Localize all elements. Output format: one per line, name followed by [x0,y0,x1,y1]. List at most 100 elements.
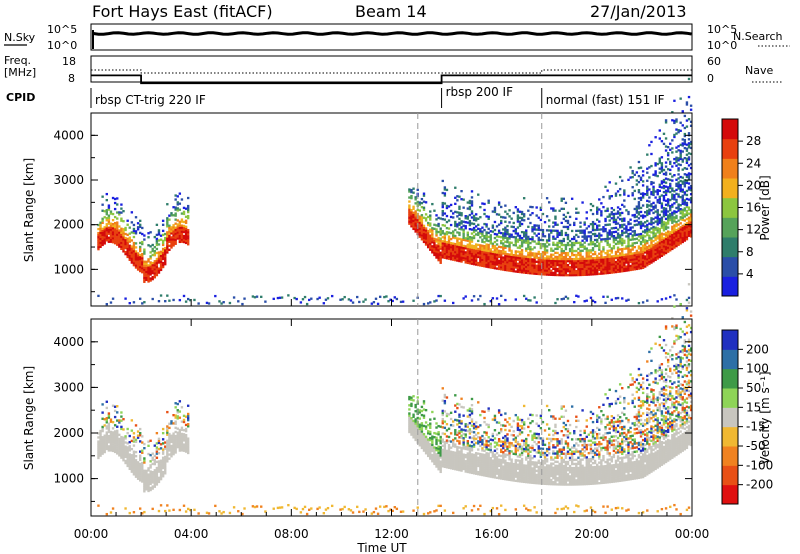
power-cell [606,243,609,247]
power-cell [646,185,649,188]
power-cell [522,259,526,262]
power-cell [431,237,434,240]
power-cell [666,226,670,229]
power-cell [635,223,639,226]
power-cell [164,263,167,266]
power-cell [606,189,609,192]
power-cell [545,251,549,254]
power-cell [689,213,693,216]
velocity-cell [124,507,127,510]
power-cell [656,217,659,220]
velocity-cell [472,470,476,473]
power-cell [570,229,574,233]
power-cell [441,230,444,233]
power-cell [679,189,682,193]
power-cell [625,265,628,268]
power-cell [579,267,582,271]
power-cell [111,225,115,228]
power-cell [679,236,682,239]
power-cell [646,251,649,255]
velocity-cell [412,413,415,416]
power-cell [658,251,661,255]
power-cell [525,263,528,266]
velocity-cell [443,432,447,436]
velocity-cell [155,452,159,455]
power-cell [639,214,643,218]
velocity-cell [462,443,465,446]
power-cell [673,240,676,243]
power-cell [468,205,472,209]
velocity-cell [153,479,156,482]
velocity-cell [130,468,134,471]
velocity-cell [462,465,465,469]
power-cell [556,263,559,267]
power-cell [558,257,561,261]
velocity-cell [145,484,148,487]
velocity-cell [155,483,159,486]
power-cell [652,201,655,205]
power-cell [174,194,177,197]
power-cell [589,259,593,262]
power-cell [562,239,566,243]
velocity-cell [410,427,413,430]
power-cell [164,250,167,254]
power-cell [470,256,474,259]
velocity-cell [145,477,148,481]
power-cell [648,230,651,233]
power-cell [458,245,461,249]
power-cell [621,260,624,263]
power-cell [172,242,175,245]
power-cell [143,238,146,241]
power-cell [103,226,106,229]
velocity-cell [424,408,428,412]
power-cell [186,206,190,210]
power-cell [449,223,453,227]
power-cell [516,240,520,243]
velocity-cell [99,433,102,437]
power-cell [495,253,499,256]
power-cell [637,203,641,206]
power-cell [516,208,520,211]
velocity-cell [120,427,123,431]
velocity-cell [418,442,422,445]
power-cell [182,210,186,214]
velocity-cell [151,473,154,476]
power-cell [132,260,136,263]
velocity-cell [122,457,125,460]
power-cell [522,197,526,200]
power-cell [543,249,547,252]
power-cell [587,255,591,258]
power-cell [401,300,405,303]
power-cell [176,225,179,228]
power-cell [664,145,668,148]
power-cell [97,235,100,239]
power-cell [506,259,509,262]
power-cell [126,249,129,253]
power-cell [612,236,616,240]
power-cell [443,236,447,239]
velocity-cell [166,445,169,449]
velocity-cell [341,507,344,511]
power-cell [650,223,653,226]
power-cell [637,160,641,164]
power-cell [635,263,639,267]
power-cell [147,274,150,277]
power-cell [172,240,175,243]
velocity-cell [466,444,470,447]
power-cell [522,215,526,218]
velocity-cell [468,436,472,439]
power-cell [612,269,616,272]
power-cell [550,255,553,258]
velocity-cell [132,440,136,443]
velocity-cell [143,490,146,493]
power-cell [456,253,459,256]
power-cell [464,251,467,254]
power-cell [554,237,557,240]
velocity-cell [138,479,142,482]
velocity-cell [426,446,430,449]
power-cell [105,235,108,238]
power-cell [531,248,534,251]
power-cell [109,230,113,233]
velocity-cell [159,477,163,481]
power-cell [525,237,528,240]
